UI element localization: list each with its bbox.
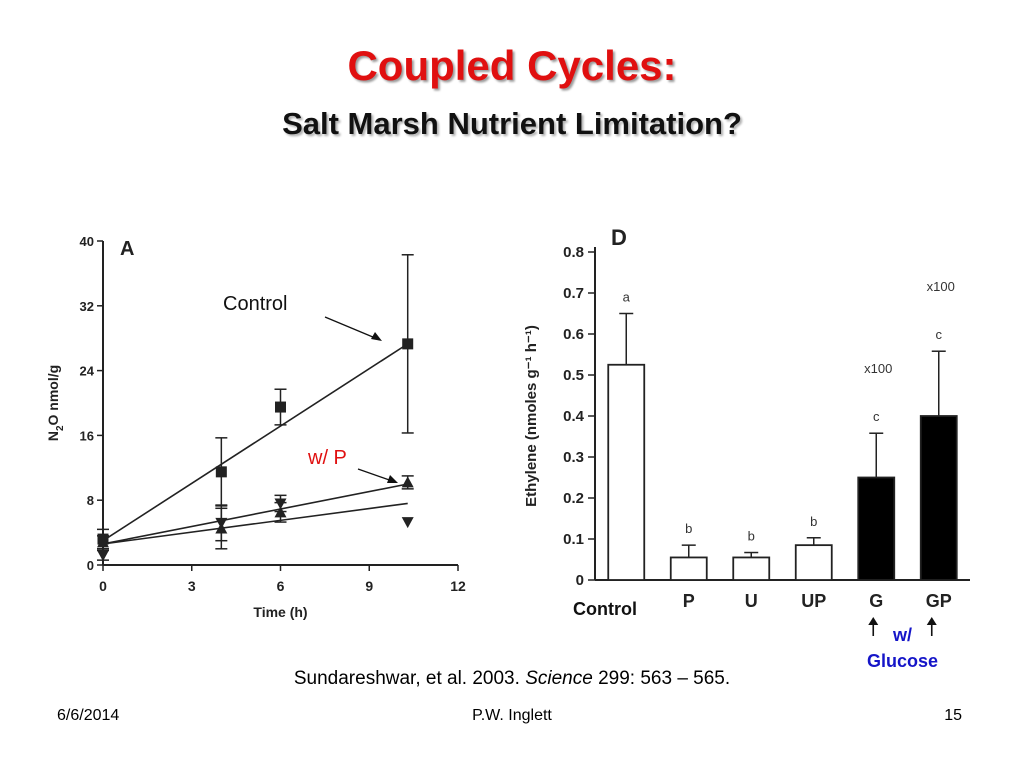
chart-a-svg: 0 8 16 24 32 40 0 3 6 9 12 Time (h) N2O nmol/g A Contr… [45,234,466,620]
data-point-square [402,338,414,350]
y-tick-label: 0 [576,572,584,589]
y-axis-label: N2O nmol/g [45,365,66,441]
fit-line-0 [102,343,409,542]
data-point-triangle-down [401,517,414,529]
annotation-arrow-head [371,332,382,341]
chart-panel-a: 0 8 16 24 32 40 0 3 6 9 12 Time (h) N2O nmol/g A Contr… [40,225,480,630]
bar-U [732,556,771,581]
annotation-control: Control [223,293,287,315]
fit-line-2 [102,502,408,545]
glucose-arrow-head [926,617,937,625]
citation-journal: Science [525,668,593,689]
data-point-triangle-down [274,498,287,510]
slide-title: Coupled Cycles: [347,42,677,89]
y-tick-label: 0.7 [563,285,584,302]
category-label: G [869,591,883,611]
y-tick-label: 0.3 [563,449,584,466]
category-label: GP [926,591,952,611]
scale-note: x100 [864,361,892,376]
annotation-with: w/ [892,625,912,645]
significance-letter: b [748,529,755,544]
category-label: UP [801,591,826,611]
y-tick-label: 24 [80,364,95,379]
y-tick-label: 32 [80,299,94,314]
y-tick-label: 0.2 [563,490,584,507]
panel-label-d: D [611,225,627,250]
panel-label-a: A [120,238,134,260]
category-label: U [745,591,758,611]
data-point-square [215,466,227,478]
category-label: P [683,591,695,611]
x-tick-label: 6 [277,578,285,594]
x-tick-label: 3 [188,578,196,594]
significance-letter: b [685,521,692,536]
bar-UP [794,544,833,581]
glucose-arrow-head [868,617,879,625]
data-point-triangle-down [215,517,228,529]
significance-letter: c [936,327,943,342]
annotation-control: Control [573,599,637,619]
y-axis-label: Ethylene (nmoles g⁻¹ h⁻¹) [523,325,540,507]
annotation-with-p: w/ P [307,447,347,469]
fit-line-1 [102,483,408,545]
chart-panel-d: 0 0.1 0.2 0.3 0.4 0.5 0.6 0.7 0.8 Ethylene (nmole… [510,215,980,680]
citation-authors: Sundareshwar, et al. 2003. [293,668,526,689]
y-tick-label: 0 [87,558,94,573]
y-tick-label: 0.4 [563,408,585,425]
bar-control [607,363,646,581]
data-point-square [275,401,286,413]
bar-GP [919,415,958,581]
x-tick-label: 9 [365,578,373,594]
annotation-glucose: Glucose [867,651,938,671]
data-point-triangle-up [97,536,109,548]
x-tick-label: 0 [99,578,107,594]
y-tick-label: 0.8 [563,244,584,261]
annotation-arrow-head [387,475,398,483]
y-tick-label: 0.1 [563,531,584,548]
scale-note: x100 [927,279,955,294]
y-tick-label: 0.5 [563,367,584,384]
data-point-triangle-down [97,550,109,562]
annotation-arrow-line [324,316,381,341]
x-axis-label: Time (h) [253,604,307,620]
footer-date: 6/6/2014 [57,707,120,724]
y-tick-label: 40 [80,234,94,249]
footer-page-number: 15 [944,707,962,724]
slide-subtitle: Salt Marsh Nutrient Limitation? [282,106,742,141]
significance-letter: c [873,409,880,424]
chart-d-svg: 0 0.1 0.2 0.3 0.4 0.5 0.6 0.7 0.8 Ethylene (nmole… [523,225,970,671]
footer-author: P.W. Inglett [472,707,552,724]
data-point-triangle-up [401,476,414,488]
bar-G [857,476,896,581]
citation: Sundareshwar, et al. 2003. Science 299: … [0,668,1024,690]
y-tick-label: 0.6 [563,326,584,343]
significance-letter: b [810,514,817,529]
citation-volume: 299: 563 – 565. [592,668,731,689]
y-tick-label: 16 [80,428,94,443]
x-tick-label: 12 [450,578,466,594]
significance-letter: a [623,290,631,305]
y-tick-label: 8 [87,493,94,508]
bar-P [669,556,708,581]
